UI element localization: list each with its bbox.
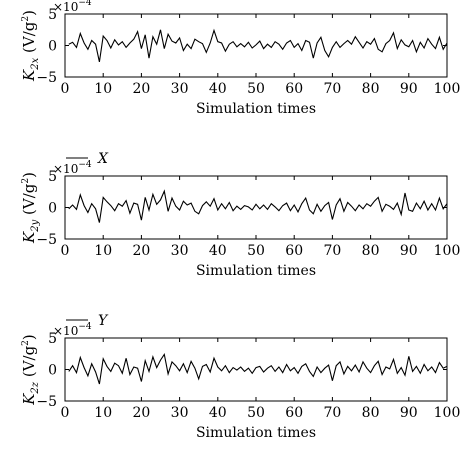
x-tick-label: 30	[171, 243, 189, 259]
x-tick-label: 70	[323, 81, 341, 97]
x-tick-label: 90	[400, 243, 418, 259]
x-tick-label: 60	[285, 81, 303, 97]
series-line-z	[68, 352, 448, 385]
x-tick-label: 60	[285, 243, 303, 259]
x-tick-label: 10	[94, 243, 112, 259]
y-tick-label: 5	[48, 331, 57, 347]
axis-multiplier: ×10−4	[53, 0, 92, 14]
x-tick-label: 50	[247, 405, 265, 421]
x-axis-title: Simulation times	[196, 263, 316, 279]
series-line-y	[68, 189, 448, 223]
y-axis-label: K2z (V/g2)	[20, 334, 41, 406]
x-tick-label: 90	[400, 405, 418, 421]
x-tick-label: 20	[132, 81, 150, 97]
x-tick-label: 60	[285, 405, 303, 421]
y-tick-label: 0	[48, 363, 57, 379]
x-tick-label: 30	[171, 81, 189, 97]
x-tick-label: 40	[209, 405, 227, 421]
x-tick-label: 40	[209, 243, 227, 259]
x-tick-label: 0	[61, 81, 70, 97]
y-tick-label: 0	[48, 201, 57, 217]
x-tick-label: 100	[434, 81, 461, 97]
x-tick-label: 80	[362, 81, 380, 97]
x-tick-label: 10	[94, 81, 112, 97]
x-tick-label: 70	[323, 405, 341, 421]
axis-multiplier: ×10−4	[53, 160, 92, 176]
x-tick-label: 30	[171, 405, 189, 421]
y-axis-label: K2x (V/g2)	[20, 10, 41, 82]
x-tick-label: 50	[247, 81, 265, 97]
x-tick-label: 80	[362, 405, 380, 421]
x-tick-label: 70	[323, 243, 341, 259]
y-tick-label: 5	[48, 169, 57, 185]
legend-label: Y	[98, 313, 109, 329]
y-tick-label: −5	[36, 70, 57, 86]
x-tick-label: 0	[61, 243, 70, 259]
plot-frame	[64, 175, 448, 240]
x-axis-title: Simulation times	[196, 425, 316, 441]
x-tick-label: 80	[362, 243, 380, 259]
x-tick-label: 40	[209, 81, 227, 97]
x-tick-label: 10	[94, 405, 112, 421]
axis-multiplier: ×10−4	[53, 322, 92, 338]
x-tick-label: 90	[400, 81, 418, 97]
x-tick-label: 20	[132, 243, 150, 259]
y-tick-label: −5	[36, 394, 57, 410]
x-tick-label: 20	[132, 405, 150, 421]
x-tick-label: 100	[434, 405, 461, 421]
legend-label: X	[97, 151, 109, 167]
y-axis-label: K2y (V/g2)	[20, 172, 41, 244]
x-tick-label: 100	[434, 243, 461, 259]
x-tick-label: 50	[247, 243, 265, 259]
series-line-x	[68, 28, 448, 63]
y-tick-label: −5	[36, 232, 57, 248]
y-tick-label: 0	[48, 39, 57, 55]
x-axis-title: Simulation times	[196, 101, 316, 117]
y-tick-label: 5	[48, 7, 57, 23]
x-tick-label: 0	[61, 405, 70, 421]
